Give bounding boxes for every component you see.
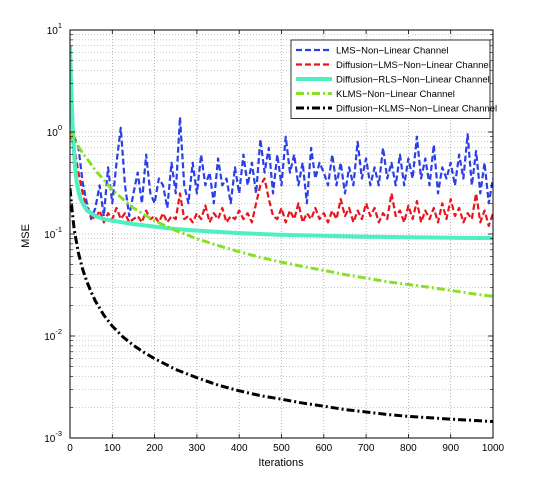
legend-label: Diffusion−LMS−Non−Linear Channel — [336, 60, 491, 71]
y-tick-label: 101 — [47, 21, 62, 37]
x-tick-label: 200 — [146, 443, 163, 454]
y-tick-label: 10-3 — [44, 429, 62, 445]
x-tick-label: 100 — [104, 443, 121, 454]
legend-label: Diffusion−RLS−Non−Linear Channel — [336, 75, 490, 86]
series-line-1 — [70, 101, 493, 221]
legend-label: LMS−Non−Linear Channel — [336, 46, 449, 57]
series-line-3 — [70, 45, 493, 241]
y-axis-label: MSE — [20, 224, 32, 248]
x-tick-label: 0 — [67, 443, 73, 454]
series-line-2 — [70, 135, 493, 228]
legend-label: Diffusion−KLMS−Non−Linear Channel — [336, 104, 497, 115]
x-tick-label: 300 — [189, 443, 206, 454]
series-line-4 — [70, 130, 493, 298]
x-axis-label: Iterations — [258, 457, 304, 469]
x-tick-label: 500 — [273, 443, 290, 454]
x-tick-label: 600 — [315, 443, 332, 454]
legend-label: KLMS−Non−Linear Channel — [336, 89, 455, 100]
x-tick-label: 800 — [400, 443, 417, 454]
x-tick-label: 400 — [231, 443, 248, 454]
series-line-5 — [70, 188, 493, 424]
series-group — [70, 45, 493, 424]
y-tick-label: 10-2 — [44, 327, 62, 343]
x-tick-label: 900 — [442, 443, 459, 454]
ticks: 0 100 200 300 400 500 600 700 800 900 1000 10-3 10-2… — [44, 21, 504, 454]
x-tick-label: 1000 — [482, 443, 505, 454]
y-tick-label: 100 — [47, 123, 62, 139]
legend: LMS−Non−Linear Channel Diffusion−LMS−Non−… — [290, 39, 497, 119]
y-tick-label: 10-1 — [44, 225, 62, 241]
x-tick-label: 700 — [358, 443, 375, 454]
